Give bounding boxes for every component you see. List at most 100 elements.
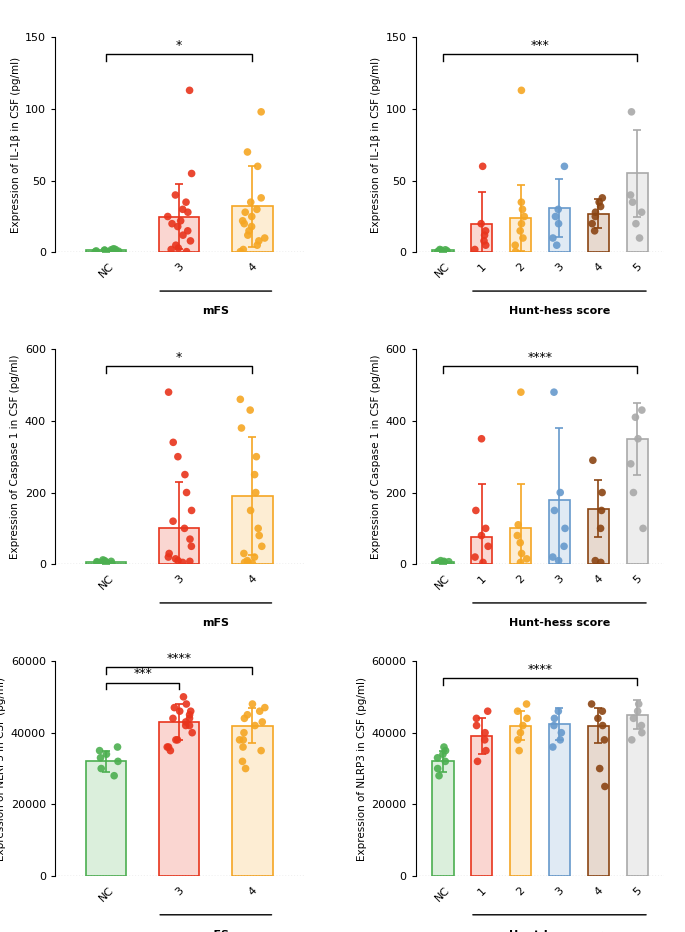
Point <box>512 704 523 719</box>
Point <box>245 503 256 518</box>
Point <box>180 715 191 730</box>
Bar <box>627 715 648 876</box>
Point <box>471 718 482 733</box>
Point <box>186 503 197 518</box>
Point <box>242 707 253 722</box>
Point <box>238 740 249 755</box>
Bar <box>232 496 273 564</box>
Bar <box>432 562 453 564</box>
Point <box>483 539 494 554</box>
Bar <box>86 761 126 876</box>
Point <box>178 690 189 705</box>
Bar <box>159 216 199 253</box>
Point <box>239 555 250 569</box>
Point <box>521 711 532 726</box>
Point <box>516 195 527 210</box>
Text: ****: **** <box>527 663 553 676</box>
Bar <box>471 736 493 876</box>
Point <box>180 718 191 733</box>
Point <box>179 467 190 482</box>
Point <box>636 403 647 418</box>
Point <box>249 467 260 482</box>
Point <box>163 385 174 400</box>
Point <box>256 743 266 758</box>
Point <box>471 503 482 518</box>
Bar <box>588 213 609 253</box>
Text: ***: *** <box>134 667 152 680</box>
Point <box>237 213 248 228</box>
Point <box>594 195 605 210</box>
Point <box>260 700 271 715</box>
Bar <box>86 562 126 564</box>
Point <box>177 202 188 217</box>
Bar <box>510 218 532 253</box>
Point <box>238 546 249 561</box>
Point <box>593 711 603 726</box>
Point <box>636 205 647 220</box>
Point <box>433 244 444 259</box>
Point <box>510 238 521 253</box>
Point <box>256 190 266 205</box>
Point <box>110 242 121 257</box>
Point <box>432 750 443 765</box>
Point <box>630 216 641 231</box>
Point <box>163 550 174 565</box>
Point <box>638 521 649 536</box>
Point <box>259 230 270 245</box>
Bar <box>549 500 570 564</box>
Bar <box>159 528 199 564</box>
Point <box>95 750 106 765</box>
Point <box>634 230 645 245</box>
Point <box>181 195 192 210</box>
Bar <box>471 224 493 253</box>
Point <box>512 733 523 747</box>
Point <box>252 238 263 253</box>
Point <box>590 554 601 569</box>
Text: *: * <box>176 39 182 52</box>
Text: Hunt-hess score: Hunt-hess score <box>509 306 610 316</box>
Point <box>625 187 636 202</box>
Point <box>253 233 264 248</box>
Point <box>184 718 195 733</box>
Point <box>512 528 523 543</box>
Point <box>253 528 264 543</box>
Point <box>627 195 638 210</box>
Point <box>438 740 449 755</box>
Text: mFS: mFS <box>202 618 229 628</box>
Point <box>477 555 488 569</box>
Point <box>516 216 527 231</box>
Point <box>599 733 610 747</box>
Point <box>560 521 571 536</box>
Point <box>559 158 570 173</box>
Point <box>555 733 566 747</box>
Point <box>438 747 449 761</box>
Point <box>169 700 180 715</box>
Point <box>167 711 178 726</box>
Bar <box>432 250 453 253</box>
Point <box>181 244 192 259</box>
Point <box>108 241 119 256</box>
Point <box>235 244 246 259</box>
Point <box>480 743 491 758</box>
Point <box>245 403 256 418</box>
Point <box>434 242 445 257</box>
Point <box>636 718 647 733</box>
Point <box>112 740 123 755</box>
Point <box>168 514 179 528</box>
Point <box>432 244 443 259</box>
Point <box>479 733 490 747</box>
Point <box>250 485 261 500</box>
Point <box>187 725 198 740</box>
Point <box>479 725 490 740</box>
Point <box>186 539 197 554</box>
Point <box>434 768 445 783</box>
Point <box>514 535 525 550</box>
Point <box>185 233 196 248</box>
Point <box>472 754 483 769</box>
Text: mFS: mFS <box>202 930 229 932</box>
Point <box>590 205 601 220</box>
Point <box>597 718 608 733</box>
Point <box>630 410 641 425</box>
Point <box>479 233 490 248</box>
Point <box>186 166 197 181</box>
